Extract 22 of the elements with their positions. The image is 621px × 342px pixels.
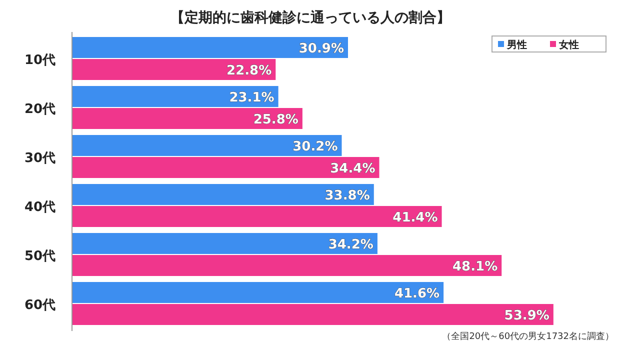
y-tick-label: 30代 xyxy=(24,151,56,166)
data-label: 33.8% xyxy=(324,188,370,204)
data-label: 48.1% xyxy=(452,260,498,274)
text: （全国20代～60代の男女1732名に調査） xyxy=(442,331,614,342)
data-label: 23.1% xyxy=(229,90,274,106)
data-label: 22.8% xyxy=(226,64,272,78)
legend-label: 女性 xyxy=(558,39,579,51)
y-tick-label: 50代 xyxy=(24,249,56,264)
y-tick-label: 10代 xyxy=(24,53,56,68)
chart-title: 【定期的に歯科健診に通っている人の割合】 xyxy=(170,9,450,26)
data-label: 41.6% xyxy=(394,286,440,302)
data-label: 30.2% xyxy=(292,140,338,154)
y-tick-label: 20代 xyxy=(24,102,56,117)
data-label: 25.8% xyxy=(253,112,298,128)
y-tick-label: 60代 xyxy=(24,298,56,313)
y-tick-label: 40代 xyxy=(24,200,56,215)
data-label: 34.4% xyxy=(330,162,376,176)
legend-label: 男性 xyxy=(506,39,527,51)
data-label: 34.2% xyxy=(328,238,374,252)
data-label: 30.9% xyxy=(298,42,344,56)
data-label: 41.4% xyxy=(392,210,438,226)
data-label: 53.9% xyxy=(504,308,550,324)
